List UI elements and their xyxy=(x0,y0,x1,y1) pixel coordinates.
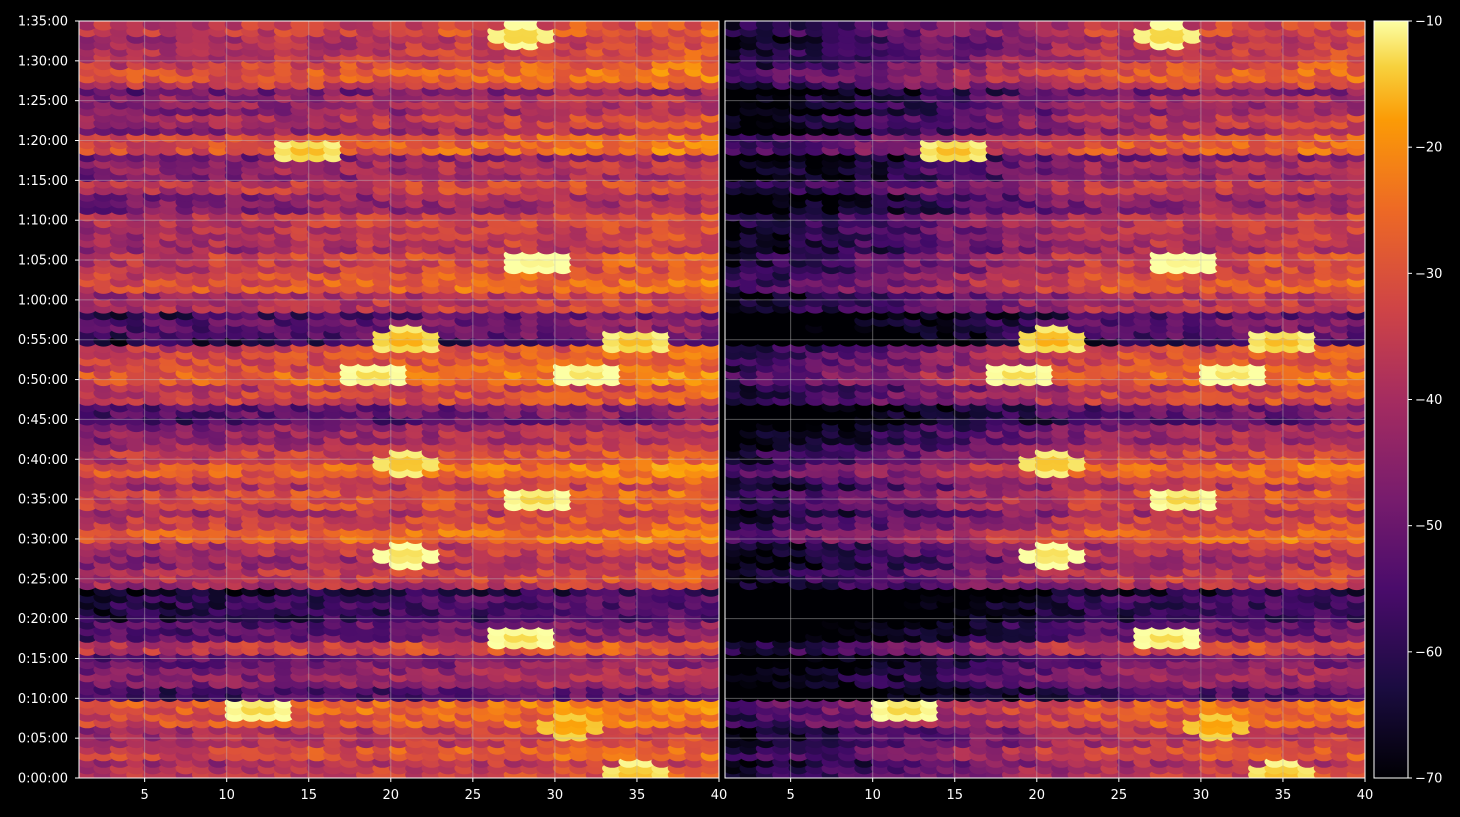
heatmap-cell xyxy=(700,21,719,31)
heatmap-panel-left xyxy=(78,20,720,779)
heatmap-cells-right xyxy=(725,21,1365,778)
heatmap-cells-left xyxy=(79,21,719,778)
heatmap-panel-right xyxy=(724,20,1366,779)
